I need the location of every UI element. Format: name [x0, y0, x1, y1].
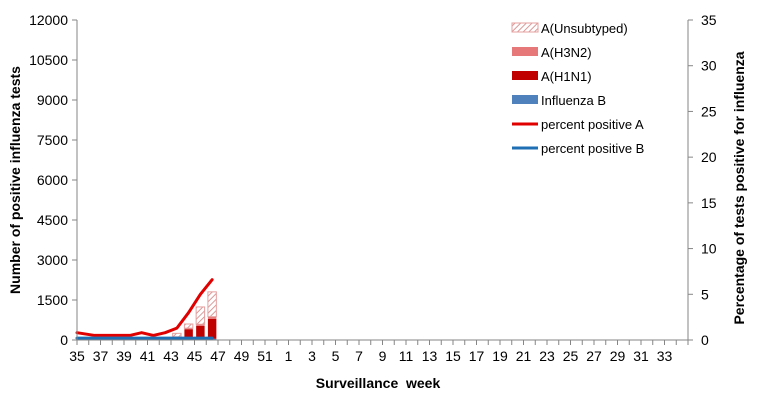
x-tick-label: 27 [586, 348, 602, 364]
x-tick-label: 37 [93, 348, 109, 364]
right-tick-label: 35 [701, 12, 717, 28]
legend-label: A(H3N2) [541, 45, 592, 60]
legend-label: percent positive B [541, 141, 644, 156]
legend-item: percent positive A [512, 117, 644, 132]
x-tick-label: 21 [516, 348, 532, 364]
x-tick-label: 11 [399, 348, 414, 364]
line-percent-positive-a [75, 278, 214, 337]
x-tick-label: 45 [187, 348, 203, 364]
x-tick-label: 25 [563, 348, 579, 364]
bar-segment [207, 318, 217, 339]
legend-item: A(H1N1) [512, 69, 592, 84]
x-tick-label: 49 [234, 348, 250, 364]
right-tick-label: 30 [701, 58, 717, 74]
left-tick-label: 3000 [37, 252, 68, 268]
legend-item: A(Unsubtyped) [511, 21, 628, 36]
right-y-axis: 0 5 10 15 20 25 30 35 [687, 12, 717, 348]
right-tick-label: 25 [701, 103, 717, 119]
right-tick-label: 0 [701, 332, 709, 348]
right-axis-title: Percentage of tests positive for influen… [731, 51, 747, 324]
left-tick-label: 4500 [37, 212, 68, 228]
x-tick-label: 23 [539, 348, 555, 364]
legend-label: A(Unsubtyped) [541, 21, 628, 36]
x-tick-label: 13 [422, 348, 438, 364]
left-tick-label: 0 [60, 332, 68, 348]
right-tick-label: 15 [701, 195, 717, 211]
legend-label: percent positive A [541, 117, 644, 132]
left-tick-label: 12000 [29, 12, 68, 28]
x-tick-label: 39 [116, 348, 132, 364]
bar-segment [184, 329, 193, 340]
bar-segment [184, 328, 193, 330]
left-tick-label: 6000 [37, 172, 68, 188]
bar-segment [196, 325, 205, 339]
x-tick-label: 43 [163, 348, 179, 364]
x-tick-label: 35 [69, 348, 85, 364]
bar-segment [196, 324, 205, 326]
x-tick-label: 33 [657, 348, 673, 364]
legend-box-swatch [512, 95, 538, 104]
x-tick-label: 29 [610, 348, 626, 364]
legend-item: percent positive B [512, 141, 644, 156]
x-tick-label: 19 [492, 348, 508, 364]
right-tick-label: 10 [701, 241, 717, 257]
bar-segment [172, 332, 182, 338]
right-tick-label: 5 [701, 286, 709, 302]
left-tick-label: 9000 [37, 92, 68, 108]
legend-hatched-swatch [511, 22, 539, 33]
x-tick-label: 15 [445, 348, 461, 364]
x-axis: 35 37 39 41 43 45 47 49 51 1 3 5 7 9 11 13 15 17 19 21 23 25 2… [69, 339, 689, 364]
x-tick-label: 17 [469, 348, 485, 364]
line-series [75, 278, 214, 340]
x-axis-title: Surveillance week [316, 375, 441, 391]
x-tick-label: 9 [379, 348, 387, 364]
x-tick-label: 5 [332, 348, 340, 364]
right-tick-label: 20 [701, 149, 717, 165]
chart-legend: A(Unsubtyped) A(H3N2) A(H1N1) Influenza B pe… [511, 21, 644, 156]
legend-label: Influenza B [541, 93, 606, 108]
left-tick-label: 7500 [37, 132, 68, 148]
left-axis-title: Number of positive influenza tests [7, 66, 23, 294]
left-tick-label: 10500 [29, 52, 68, 68]
x-tick-label: 31 [633, 348, 649, 364]
x-tick-label: 47 [210, 348, 226, 364]
bar-segment [183, 323, 194, 329]
bar-segment [207, 291, 217, 318]
legend-item: Influenza B [512, 93, 606, 108]
bar-segment [195, 306, 206, 325]
legend-box-swatch [512, 47, 538, 56]
legend-box-swatch [512, 71, 538, 80]
x-tick-label: 7 [355, 348, 363, 364]
left-tick-label: 1500 [37, 292, 68, 308]
x-tick-label: 3 [308, 348, 316, 364]
x-tick-label: 51 [257, 348, 273, 364]
legend-item: A(H3N2) [512, 45, 592, 60]
left-y-axis: 0 1500 3000 4500 6000 7500 9000 10500 12000 [29, 12, 78, 348]
bar-segment [207, 316, 217, 319]
x-tick-label: 41 [140, 348, 156, 364]
x-tick-label: 1 [285, 348, 293, 364]
legend-label: A(H1N1) [541, 69, 592, 84]
